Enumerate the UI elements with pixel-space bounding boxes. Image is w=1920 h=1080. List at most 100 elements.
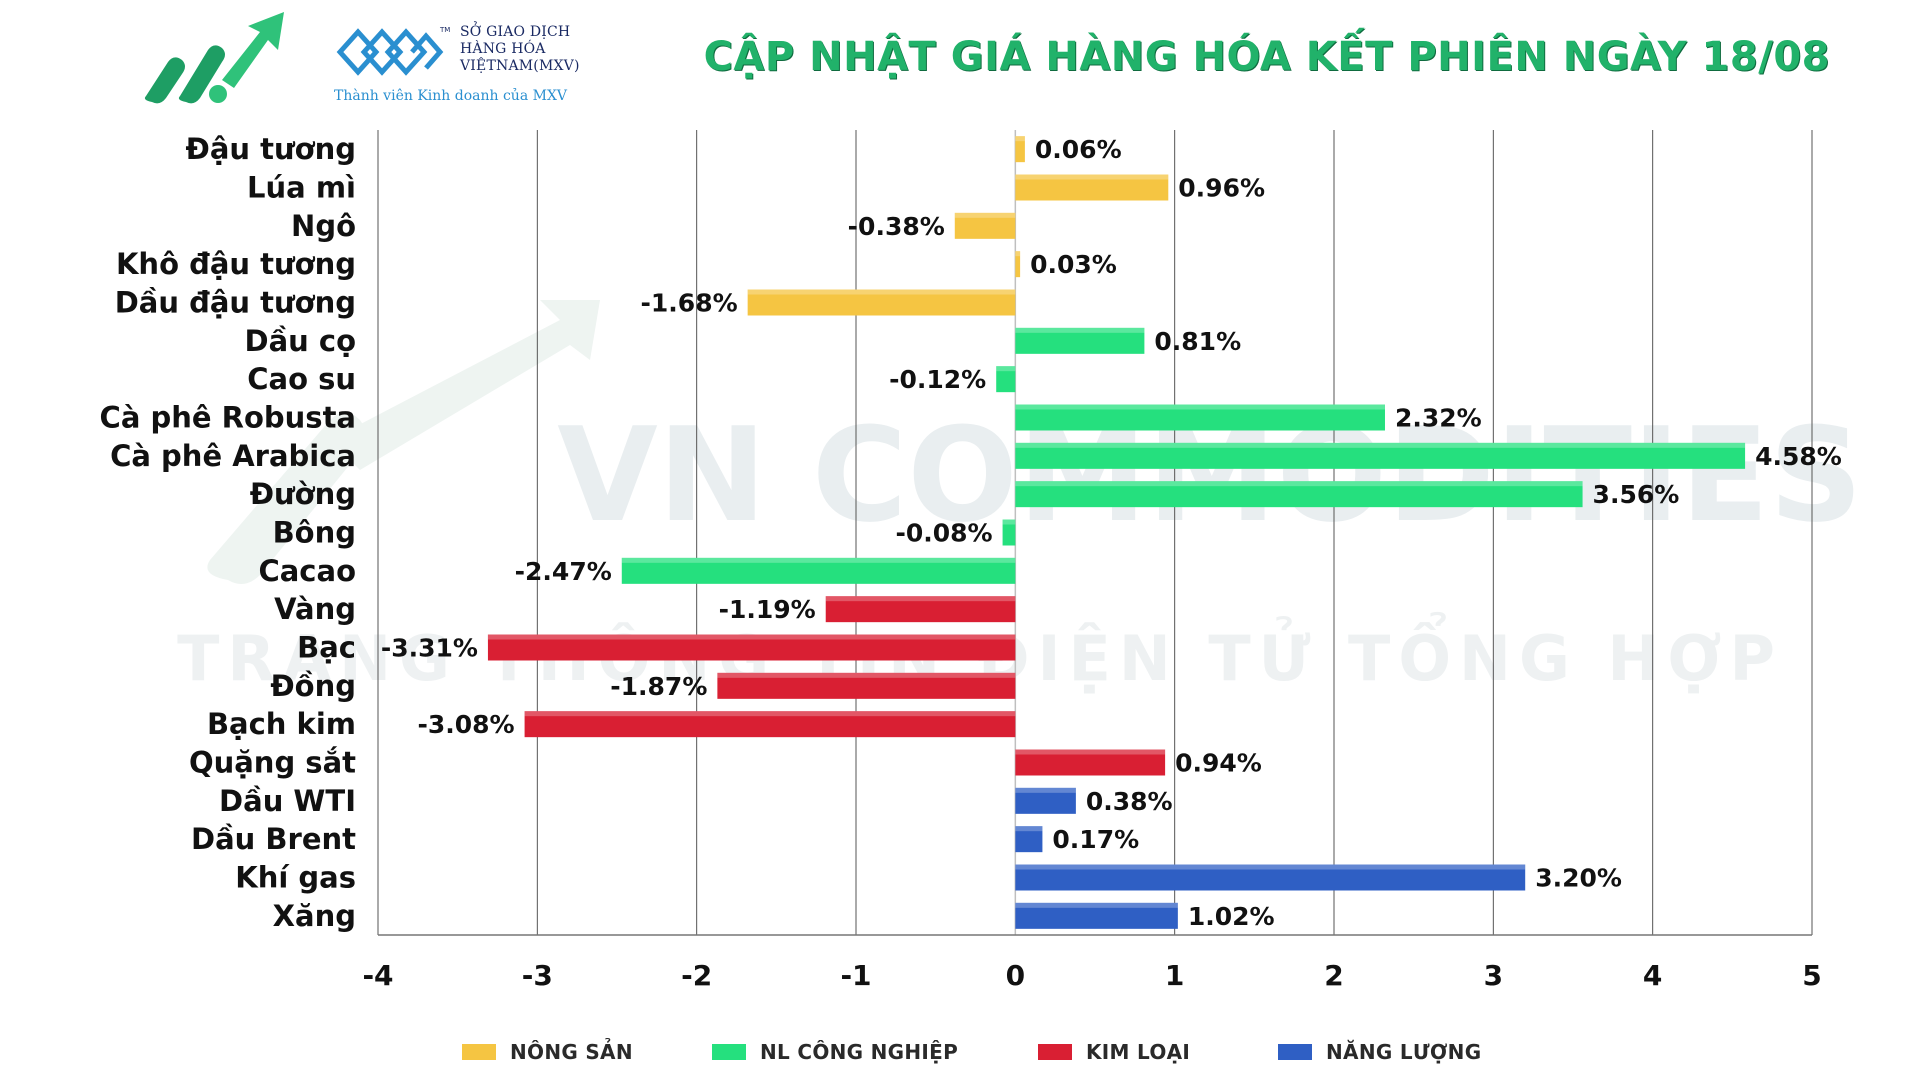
x-tick-label-2: -2 [681,959,712,992]
bar-18 [1015,826,1043,853]
value-label-16: 0.94% [1175,749,1262,778]
legend-item-kim-loai: KIM LOẠI [1038,1040,1190,1064]
chart-legend: NÔNG SẢN NL CÔNG NGHIỆP KIM LOẠI NĂNG LƯ… [0,1040,1920,1070]
partner-line-3: VIỆTNAM(MXV) [460,58,580,74]
value-label-2: -0.38% [848,212,945,241]
bar-7 [1015,404,1385,431]
bar-highlight-4 [747,289,1016,295]
partner-line-1: SỞ GIAO DỊCH [460,24,571,40]
value-label-15: -3.08% [417,710,514,739]
category-label-3: Khô đậu tương [116,247,356,281]
x-tick-label-4: 0 [1006,959,1025,992]
value-label-13: -3.31% [381,634,478,663]
category-label-12: Vàng [274,592,356,626]
bar-8 [1015,442,1746,469]
bar-highlight-15 [524,711,1016,717]
header: SỞ GIAO DỊCH HÀNG HÓA VIỆTNAM(MXV) TM Th… [0,0,1920,120]
bar-20 [1015,902,1178,929]
bar-highlight-5 [1015,327,1145,333]
x-tick-label-5: 1 [1165,959,1184,992]
value-label-5: 0.81% [1154,327,1241,356]
bar-highlight-13 [487,634,1016,640]
x-tick-label-7: 3 [1484,959,1503,992]
bar-11 [621,557,1016,584]
legend-item-nang-luong: NĂNG LƯỢNG [1278,1040,1481,1064]
category-label-8: Cà phê Arabica [110,439,356,473]
bar-highlight-2 [954,212,1016,218]
x-tick-label-0: -4 [362,959,393,992]
value-label-9: 3.56% [1593,480,1680,509]
category-label-9: Đường [250,477,356,511]
value-label-19: 3.20% [1535,864,1622,893]
bar-highlight-18 [1015,826,1043,832]
bar-highlight-9 [1015,481,1583,487]
category-label-17: Dầu WTI [219,784,356,818]
category-label-14: Đồng [270,669,356,703]
x-tick-label-1: -3 [522,959,553,992]
bar-12 [825,596,1016,623]
value-label-20: 1.02% [1188,902,1275,931]
value-label-1: 0.96% [1178,174,1265,203]
bar-highlight-12 [825,596,1016,602]
value-label-0: 0.06% [1035,135,1122,164]
bar-4 [747,289,1016,316]
bar-0 [1015,136,1025,163]
growth-arrow-logo-icon [144,12,284,104]
legend-label-nong-san: NÔNG SẢN [510,1040,633,1064]
category-label-5: Dầu cọ [245,324,357,358]
category-label-7: Cà phê Robusta [100,401,356,435]
category-label-10: Bông [273,516,356,550]
value-label-11: -2.47% [515,557,612,586]
bar-highlight-0 [1015,136,1025,142]
value-label-14: -1.87% [610,672,707,701]
value-label-6: -0.12% [889,365,986,394]
value-label-17: 0.38% [1086,787,1173,816]
category-label-13: Bạc [297,631,356,665]
watermark-logo-icon [207,300,601,584]
category-label-11: Cacao [258,554,356,588]
partner-name: SỞ GIAO DỊCH HÀNG HÓA VIỆTNAM(MXV) [460,24,620,75]
bar-9 [1015,481,1583,508]
partner-subtitle: Thành viên Kinh doanh của MXV [334,88,568,104]
bar-highlight-8 [1015,442,1746,448]
category-label-6: Cao su [247,362,356,396]
category-label-0: Đậu tương [186,132,356,166]
bar-5 [1015,327,1145,354]
value-label-8: 4.58% [1755,442,1842,471]
bar-highlight-17 [1015,787,1076,793]
value-label-3: 0.03% [1030,250,1117,279]
mxv-logo-icon [336,28,444,76]
value-label-12: -1.19% [719,595,816,624]
partner-line-2: HÀNG HÓA [460,41,546,57]
legend-swatch-nl-cong-nghiep [712,1044,746,1060]
bar-13 [487,634,1016,661]
value-label-10: -0.08% [895,519,992,548]
bar-15 [524,711,1016,738]
x-tick-label-8: 4 [1643,959,1662,992]
bar-highlight-7 [1015,404,1385,410]
legend-swatch-nang-luong [1278,1044,1312,1060]
category-label-4: Dầu đậu tương [115,286,356,320]
x-tick-label-9: 5 [1802,959,1821,992]
bar-highlight-19 [1015,864,1526,870]
bar-highlight-16 [1015,749,1166,755]
bar-1 [1015,174,1169,201]
bar-highlight-1 [1015,174,1169,180]
bar-6 [996,366,1016,393]
bar-highlight-14 [717,672,1016,678]
bar-highlight-3 [1015,251,1021,257]
bar-highlight-11 [621,557,1016,563]
page-title: CẬP NHẬT GIÁ HÀNG HÓA KẾT PHIÊN NGÀY 18/… [703,34,1830,80]
value-label-18: 0.17% [1052,825,1139,854]
legend-item-nl-cong-nghiep: NL CÔNG NGHIỆP [712,1040,958,1064]
legend-label-kim-loai: KIM LOẠI [1086,1040,1191,1064]
category-label-20: Xăng [273,899,356,933]
legend-swatch-nong-san [462,1044,496,1060]
bar-3 [1015,251,1021,278]
bar-17 [1015,787,1076,814]
bar-10 [1002,519,1016,546]
category-label-15: Bạch kim [207,707,356,741]
value-label-4: -1.68% [641,289,738,318]
legend-item-nong-san: NÔNG SẢN [462,1040,633,1064]
